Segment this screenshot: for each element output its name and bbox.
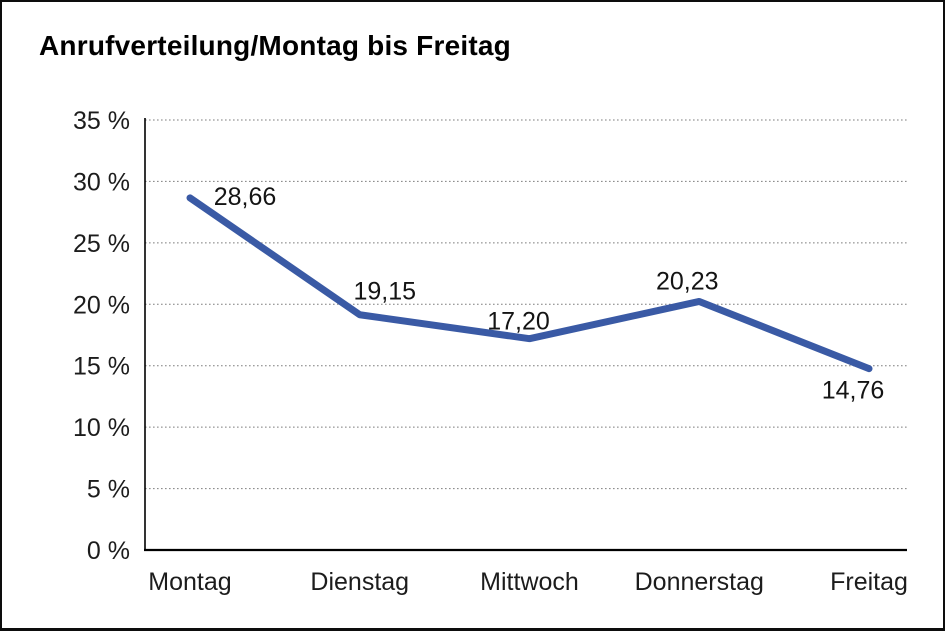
data-line xyxy=(186,194,873,373)
chart-title: Anrufverteilung/Montag bis Freitag xyxy=(39,30,511,61)
y-tick-label: 15 % xyxy=(73,353,130,381)
data-label: 28,66 xyxy=(214,183,277,211)
data-label: 19,15 xyxy=(353,278,416,306)
data-label: 14,76 xyxy=(822,377,885,405)
data-label: 20,23 xyxy=(656,267,719,295)
data-label: 17,20 xyxy=(487,308,550,336)
y-tick-label: 20 % xyxy=(73,291,130,319)
x-tick-label: Mittwoch xyxy=(480,568,579,596)
x-tick-label: Freitag xyxy=(830,568,908,596)
y-tick-label: 5 % xyxy=(87,476,130,504)
x-tick-label: Dienstag xyxy=(310,568,409,596)
x-tick-label: Montag xyxy=(148,568,231,596)
x-tick-label: Donnerstag xyxy=(635,568,764,596)
y-tick-label: 30 % xyxy=(73,168,130,196)
y-tick-label: 25 % xyxy=(73,230,130,258)
y-tick-label: 0 % xyxy=(87,537,130,565)
y-tick-label: 10 % xyxy=(73,414,130,442)
y-tick-label: 35 % xyxy=(73,107,130,135)
